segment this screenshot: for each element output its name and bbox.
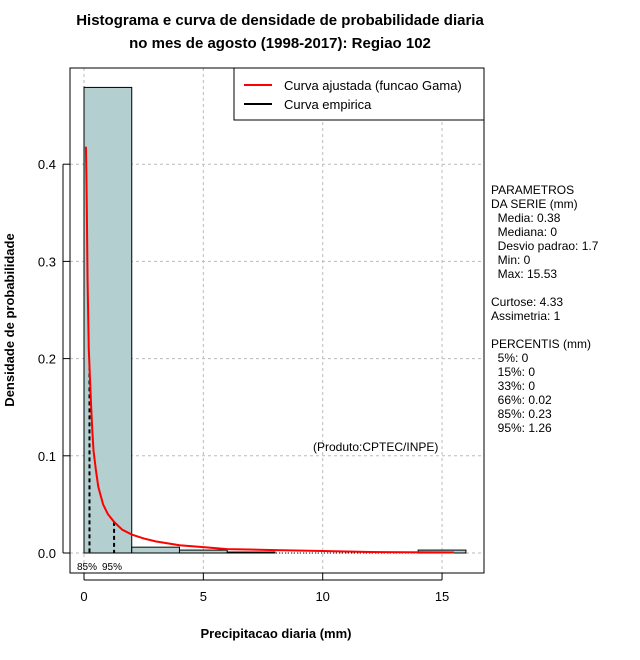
p5: 5%: 0 bbox=[491, 351, 529, 365]
p66: 66%: 0.02 bbox=[491, 393, 552, 407]
percentile-label: 95% bbox=[102, 562, 122, 573]
y-tick-label: 0.4 bbox=[38, 157, 56, 172]
chart-title-line2: no mes de agosto (1998-2017): Regiao 102 bbox=[129, 35, 431, 52]
param-assimetria: Assimetria: 1 bbox=[491, 309, 561, 323]
legend-label-empirical: Curva empirica bbox=[284, 97, 372, 112]
annotation: (Produto:CPTEC/INPE) bbox=[313, 440, 438, 454]
percentile-label: 85% bbox=[77, 562, 97, 573]
param-desvio: Desvio padrao: 1.7 bbox=[491, 239, 599, 253]
histogram-bar bbox=[83, 86, 133, 554]
histogram-bar bbox=[131, 546, 180, 554]
p15: 15%: 0 bbox=[491, 365, 536, 379]
params-header2: DA SERIE (mm) bbox=[491, 197, 578, 211]
p95: 95%: 1.26 bbox=[491, 421, 552, 435]
fitted-gamma-curve bbox=[84, 146, 454, 554]
y-axis-label: Densidade de probabilidade bbox=[2, 233, 17, 406]
x-tick-label: 15 bbox=[435, 589, 449, 604]
y-tick-label: 0.1 bbox=[38, 449, 56, 464]
percentis-header: PERCENTIS (mm) bbox=[491, 337, 591, 351]
x-tick-label: 0 bbox=[80, 589, 87, 604]
x-tick-label: 10 bbox=[315, 589, 329, 604]
params-header1: PARAMETROS bbox=[491, 183, 575, 197]
param-curtose: Curtose: 4.33 bbox=[491, 295, 564, 309]
param-media: Media: 0.38 bbox=[491, 211, 561, 225]
param-mediana: Mediana: 0 bbox=[491, 225, 558, 239]
histogram-bar bbox=[226, 551, 276, 554]
legend: Curva ajustada (funcao Gama) Curva empir… bbox=[233, 67, 485, 121]
param-max: Max: 15.53 bbox=[491, 267, 558, 281]
y-tick-label: 0.2 bbox=[38, 352, 56, 367]
y-tick-label: 0.0 bbox=[38, 546, 56, 561]
chart-title-line1: Histograma e curva de densidade de proba… bbox=[76, 12, 484, 29]
x-axis-label: Precipitacao diaria (mm) bbox=[201, 626, 352, 641]
p33: 33%: 0 bbox=[491, 379, 536, 393]
legend-label-fitted: Curva ajustada (funcao Gama) bbox=[284, 78, 462, 93]
y-tick-label: 0.3 bbox=[38, 254, 56, 269]
params-panel: PARAMETROS DA SERIE (mm) Media: 0.38 Medi… bbox=[491, 183, 598, 435]
p85: 85%: 0.23 bbox=[491, 407, 552, 421]
param-min: Min: 0 bbox=[491, 253, 531, 267]
x-tick-label: 5 bbox=[200, 589, 207, 604]
